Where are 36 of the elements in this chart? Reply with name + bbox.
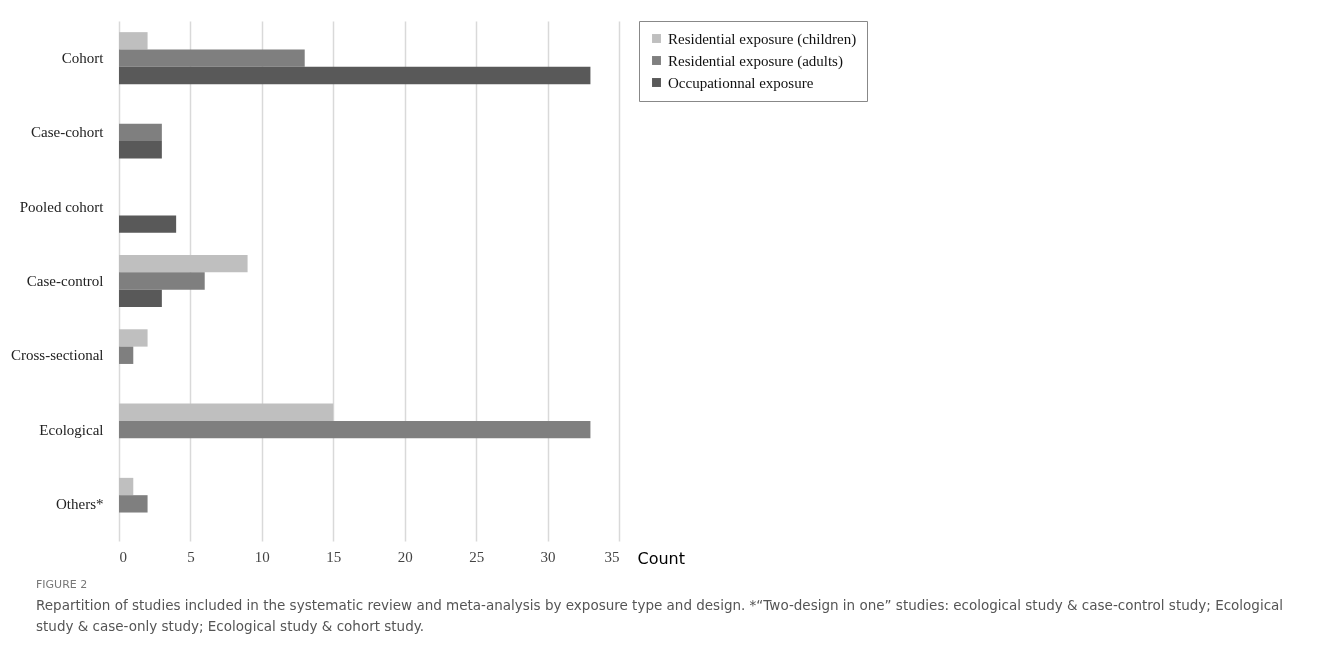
- bar: [119, 346, 134, 364]
- bar: [119, 329, 148, 347]
- bar: [119, 272, 205, 290]
- y-tick-label: Cross-sectional: [11, 347, 104, 364]
- x-tick-label: 5: [187, 548, 195, 565]
- x-tick-label: 30: [540, 548, 556, 565]
- x-tick-label: 35: [604, 548, 620, 565]
- bar: [119, 32, 148, 50]
- text: FIGURE 2: [36, 578, 89, 591]
- legend-label: Residential exposure (adults): [668, 52, 843, 70]
- x-tick-label: 10: [254, 548, 270, 565]
- text: Repartition of studies included in the systematic review and meta-analysis by exposure type and design. *“Two-design in one” studies: ecological study & case-control study; Ecological study & case-only study; Ecological study & cohort study.: [36, 596, 1285, 636]
- bar: [119, 255, 248, 273]
- y-tick-label: Case-control: [26, 273, 104, 289]
- x-axis-title: Count: [637, 548, 686, 568]
- bar: [119, 289, 162, 307]
- y-tick-label: Others*: [56, 495, 104, 512]
- x-tick-label: 15: [326, 548, 342, 565]
- x-tick-label: 0: [119, 548, 127, 565]
- y-tick-label: Pooled cohort: [19, 198, 105, 215]
- y-tick-label: Ecological: [39, 421, 104, 438]
- y-tick-label: Cohort: [61, 50, 105, 67]
- x-tick-label: 20: [397, 548, 413, 565]
- legend-label: Residential exposure (children): [668, 30, 857, 48]
- x-tick-label: 25: [469, 548, 485, 565]
- legend-label: Occupationnal exposure: [668, 74, 814, 91]
- bar: [119, 141, 162, 159]
- bar: [119, 49, 305, 67]
- bar: [119, 420, 591, 439]
- y-tick-label: Case-cohort: [31, 124, 105, 141]
- bar: [119, 215, 177, 233]
- bar: [119, 495, 148, 513]
- bar: [119, 66, 591, 85]
- bar: [119, 403, 334, 421]
- bar: [119, 123, 162, 142]
- bar: [119, 477, 134, 496]
